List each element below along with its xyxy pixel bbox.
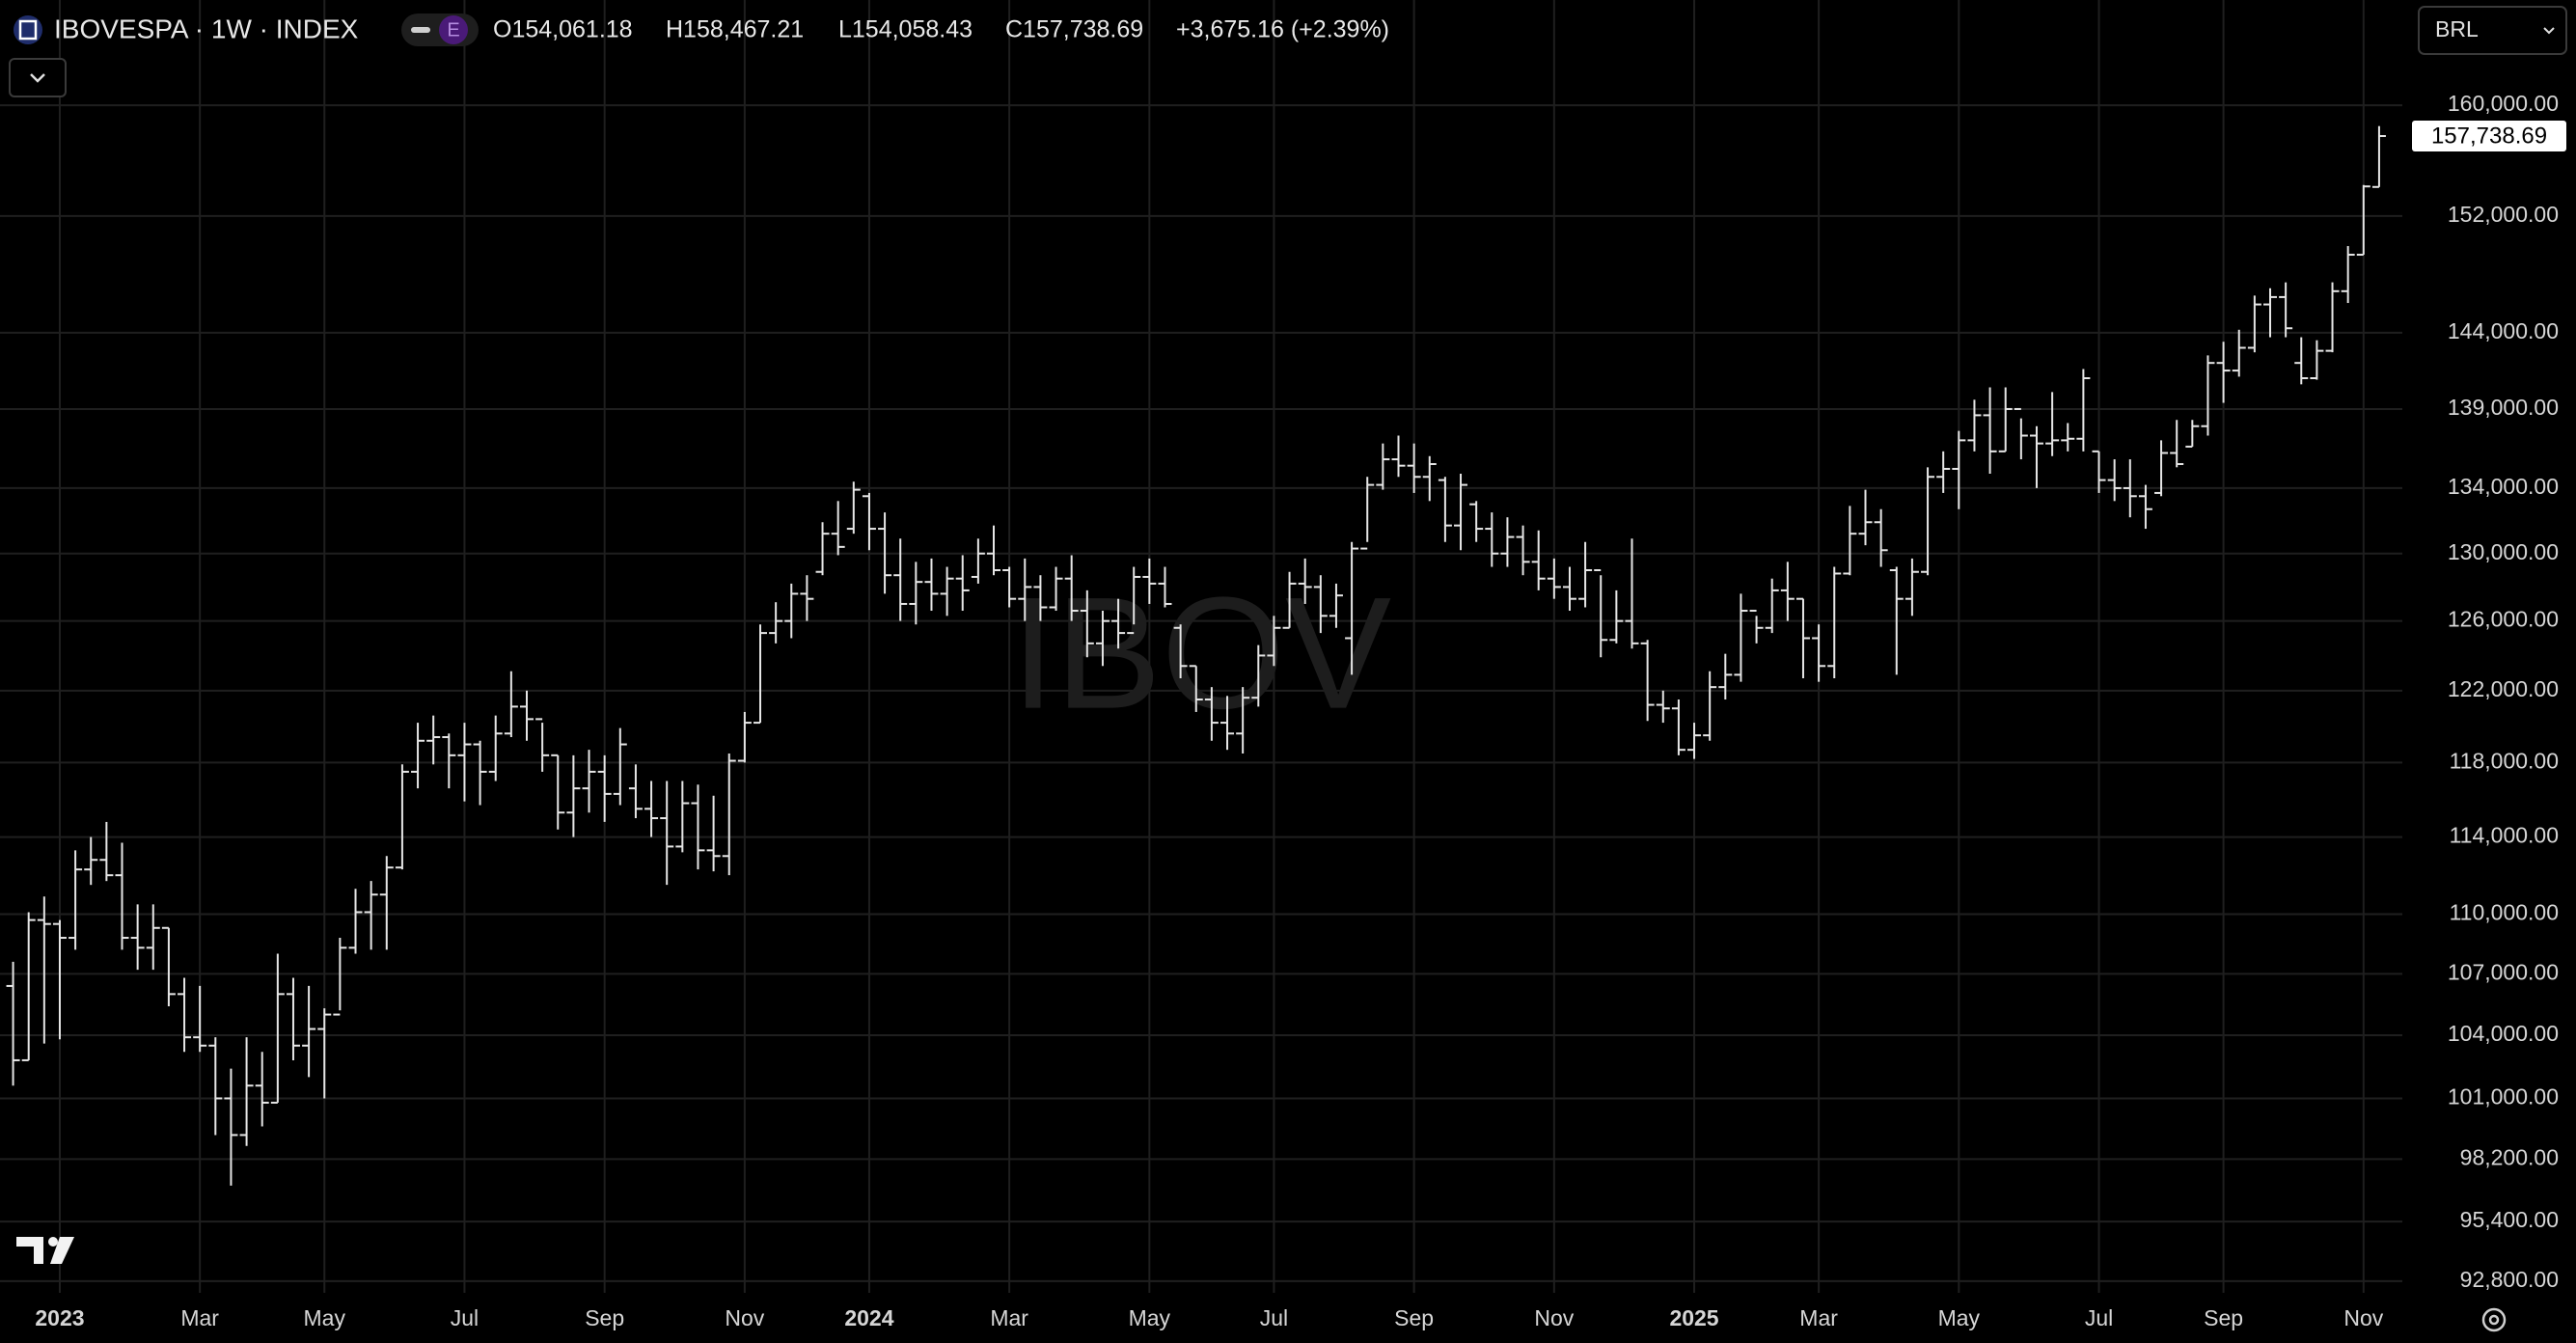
last-price-label: 157,738.69 — [2431, 123, 2547, 149]
pill-dash — [411, 27, 430, 33]
x-tick-label: Nov — [725, 1305, 764, 1330]
x-tick-label: Sep — [585, 1305, 624, 1330]
settings-button[interactable] — [2481, 1307, 2507, 1332]
y-tick-label: 134,000.00 — [2448, 474, 2559, 499]
x-tick-label: Jul — [451, 1305, 479, 1330]
ohlc-close: C157,738.69 — [1005, 16, 1143, 43]
y-tick-label: 104,000.00 — [2448, 1021, 2559, 1046]
x-tick-label: 2024 — [844, 1305, 893, 1330]
logo-mark — [18, 19, 38, 41]
logo-dot — [48, 1237, 58, 1247]
currency-label: BRL — [2435, 16, 2479, 41]
symbol-logo — [14, 15, 42, 44]
y-tick-label: 144,000.00 — [2448, 318, 2559, 343]
bars — [6, 125, 2386, 1186]
watermark: IBOV — [1011, 564, 1391, 742]
x-tick-label: May — [304, 1305, 346, 1330]
y-tick-label: 98,200.00 — [2460, 1144, 2559, 1169]
x-tick-label: Nov — [1534, 1305, 1574, 1330]
logo-slash — [50, 1237, 74, 1264]
x-tick-label: Mar — [1799, 1305, 1838, 1330]
symbol-title: IBOVESPA · 1W · INDEX — [54, 14, 359, 43]
y-tick-label: 110,000.00 — [2450, 900, 2559, 925]
currency-chevron — [2543, 27, 2555, 35]
ohlc-low: L154,058.43 — [838, 16, 973, 43]
y-tick-label: 122,000.00 — [2448, 676, 2559, 701]
y-tick-label: 95,400.00 — [2460, 1207, 2559, 1232]
x-tick-label: Sep — [1394, 1305, 1434, 1330]
currency-dropdown[interactable]: BRL — [2418, 6, 2567, 55]
ohlc-change: +3,675.16 (+2.39%) — [1176, 16, 1389, 43]
y-tick-label: 107,000.00 — [2448, 959, 2559, 984]
ohlc-high: H158,467.21 — [666, 16, 804, 43]
gear-ring[interactable] — [2481, 1307, 2507, 1332]
last-price-box — [2412, 121, 2566, 152]
x-tick-label: Mar — [990, 1305, 1028, 1330]
x-tick-label: Sep — [2204, 1305, 2243, 1330]
y-tick-label: 152,000.00 — [2448, 202, 2559, 227]
y-tick-label: 160,000.00 — [2448, 91, 2559, 116]
x-tick-label: Jul — [2085, 1305, 2113, 1330]
x-tick-label: 2025 — [1669, 1305, 1718, 1330]
collapse-box[interactable] — [9, 58, 67, 97]
x-tick-label: 2023 — [35, 1305, 84, 1330]
y-tick-label: 118,000.00 — [2450, 748, 2559, 773]
y-tick-label: 126,000.00 — [2448, 607, 2559, 632]
x-tick-label: Mar — [180, 1305, 219, 1330]
ohlc-open: O154,061.18 — [493, 16, 633, 43]
x-tick-label: Nov — [2343, 1305, 2383, 1330]
tradingview-logo — [16, 1237, 74, 1264]
badge-letter: E — [447, 19, 459, 41]
y-tick-label: 139,000.00 — [2448, 395, 2559, 420]
collapse-chevron — [30, 73, 45, 83]
collapse-button[interactable] — [9, 58, 67, 97]
logo-seven — [16, 1237, 43, 1264]
y-tick-label: 101,000.00 — [2448, 1084, 2559, 1110]
x-tick-label: Jul — [1260, 1305, 1288, 1330]
status-pill: E — [401, 14, 479, 46]
y-tick-label: 92,800.00 — [2460, 1267, 2559, 1292]
y-tick-label: 114,000.00 — [2450, 823, 2559, 848]
x-tick-label: May — [1129, 1305, 1171, 1330]
x-tick-label: May — [1938, 1305, 1981, 1330]
badge-circle — [439, 15, 468, 44]
gear-hub — [2488, 1314, 2500, 1326]
currency-box[interactable] — [2418, 6, 2567, 55]
logo-circle — [14, 15, 42, 44]
y-tick-label: 130,000.00 — [2448, 539, 2559, 564]
